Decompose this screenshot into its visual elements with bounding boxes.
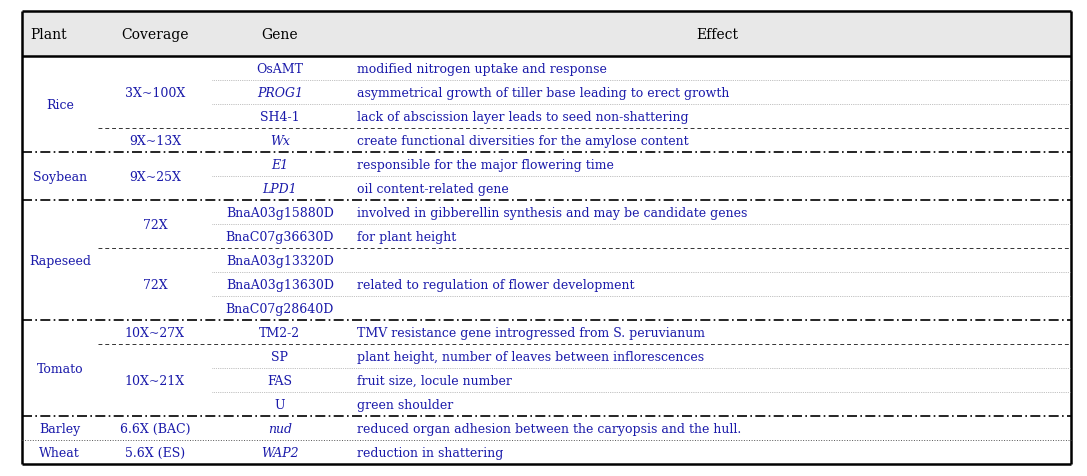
Text: WAP2: WAP2	[261, 446, 299, 458]
Text: reduced organ adhesion between the caryopsis and the hull.: reduced organ adhesion between the caryo…	[357, 422, 740, 435]
Text: PROG1: PROG1	[257, 87, 303, 99]
Text: OsAMT: OsAMT	[257, 63, 303, 76]
Text: Tomato: Tomato	[37, 362, 83, 375]
Text: Soybean: Soybean	[33, 170, 87, 183]
Text: for plant height: for plant height	[357, 230, 455, 243]
Text: LPD1: LPD1	[263, 182, 297, 195]
Text: oil content-related gene: oil content-related gene	[357, 182, 509, 195]
Text: U: U	[275, 398, 285, 411]
Text: 6.6X (BAC): 6.6X (BAC)	[120, 422, 190, 435]
Text: create functional diversities for the amylose content: create functional diversities for the am…	[357, 134, 688, 148]
Text: Gene: Gene	[262, 28, 298, 41]
Text: SH4-1: SH4-1	[260, 110, 300, 123]
Text: TM2-2: TM2-2	[260, 326, 300, 339]
Text: lack of abscission layer leads to seed non-shattering: lack of abscission layer leads to seed n…	[357, 110, 688, 123]
Text: responsible for the major flowering time: responsible for the major flowering time	[357, 159, 613, 171]
Text: 5.6X (ES): 5.6X (ES)	[125, 446, 185, 458]
Text: related to regulation of flower development: related to regulation of flower developm…	[357, 278, 634, 291]
Text: Coverage: Coverage	[121, 28, 189, 41]
Text: 72X: 72X	[142, 278, 167, 291]
Text: 10X~21X: 10X~21X	[125, 374, 185, 387]
Text: Rapeseed: Rapeseed	[28, 254, 91, 267]
Text: 9X~25X: 9X~25X	[129, 170, 180, 183]
Text: Rice: Rice	[46, 99, 74, 111]
Text: FAS: FAS	[267, 374, 292, 387]
Text: Plant: Plant	[30, 28, 67, 41]
Text: asymmetrical growth of tiller base leading to erect growth: asymmetrical growth of tiller base leadi…	[357, 87, 729, 99]
Text: BnaC07g36630D: BnaC07g36630D	[226, 230, 334, 243]
Text: involved in gibberellin synthesis and may be candidate genes: involved in gibberellin synthesis and ma…	[357, 206, 747, 219]
Text: E1: E1	[272, 159, 288, 171]
Text: Wheat: Wheat	[39, 446, 80, 458]
Text: reduction in shattering: reduction in shattering	[357, 446, 503, 458]
Text: plant height, number of leaves between inflorescences: plant height, number of leaves between i…	[357, 350, 703, 363]
Text: fruit size, locule number: fruit size, locule number	[357, 374, 511, 387]
Text: modified nitrogen uptake and response: modified nitrogen uptake and response	[357, 63, 607, 76]
Text: 3X~100X: 3X~100X	[125, 87, 185, 99]
Text: SP: SP	[272, 350, 288, 363]
Text: BnaA03g13320D: BnaA03g13320D	[226, 254, 334, 267]
Text: BnaA03g15880D: BnaA03g15880D	[226, 206, 334, 219]
Bar	[22, 12, 1071, 57]
Text: BnaC07g28640D: BnaC07g28640D	[226, 302, 334, 315]
Text: TMV resistance gene introgressed from S. peruvianum: TMV resistance gene introgressed from S.…	[357, 326, 704, 339]
Text: nud: nud	[267, 422, 292, 435]
Text: Wx: Wx	[270, 134, 290, 148]
Text: Effect: Effect	[697, 28, 738, 41]
Text: 10X~27X: 10X~27X	[125, 326, 185, 339]
Text: 9X~13X: 9X~13X	[129, 134, 180, 148]
Text: 72X: 72X	[142, 218, 167, 231]
Text: Barley: Barley	[39, 422, 80, 435]
Text: green shoulder: green shoulder	[357, 398, 453, 411]
Text: BnaA03g13630D: BnaA03g13630D	[226, 278, 334, 291]
